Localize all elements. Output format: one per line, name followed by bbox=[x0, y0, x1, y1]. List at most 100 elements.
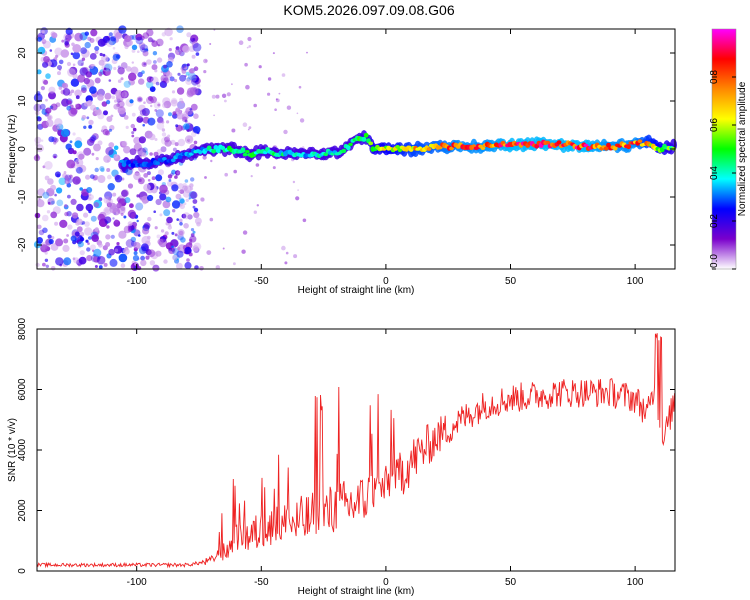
noise-blob bbox=[175, 193, 182, 200]
noise-blob bbox=[296, 112, 299, 115]
noise-blob bbox=[147, 179, 151, 182]
noise-blob bbox=[84, 41, 91, 49]
snr-ticks: -100 -50 0 50 100 0 2000 4000 6000 8000 bbox=[17, 317, 675, 588]
noise-blob bbox=[247, 36, 252, 42]
y-tick-label: -20 bbox=[17, 237, 28, 252]
noise-blob bbox=[62, 244, 70, 252]
noise-blob bbox=[108, 32, 113, 37]
noise-blob bbox=[145, 255, 150, 260]
noise-blob bbox=[113, 66, 117, 71]
noise-blob bbox=[156, 234, 161, 239]
noise-blob bbox=[186, 77, 191, 82]
noise-blob bbox=[272, 52, 275, 55]
noise-blob bbox=[117, 79, 122, 83]
noise-blob bbox=[97, 94, 104, 101]
noise-blob bbox=[203, 58, 208, 64]
signal-core bbox=[637, 139, 643, 143]
noise-blob bbox=[141, 243, 149, 252]
noise-blob bbox=[161, 120, 165, 124]
noise-blob bbox=[54, 118, 63, 127]
noise-blob bbox=[256, 204, 259, 207]
noise-blob bbox=[79, 250, 85, 256]
noise-blob bbox=[46, 210, 51, 214]
noise-blob bbox=[147, 235, 151, 240]
colorbar-tick-label: 0.2 bbox=[709, 214, 720, 228]
noise-blob bbox=[170, 247, 176, 252]
noise-blob bbox=[135, 36, 144, 45]
noise-blob bbox=[185, 71, 190, 76]
noise-blob bbox=[38, 197, 41, 201]
noise-blob bbox=[191, 77, 199, 86]
noise-blob bbox=[177, 72, 181, 76]
noise-blob bbox=[175, 124, 179, 128]
noise-blob bbox=[156, 122, 165, 130]
signal-core bbox=[545, 140, 551, 145]
noise-blob bbox=[167, 174, 173, 179]
noise-blob bbox=[43, 79, 49, 85]
noise-blob bbox=[99, 166, 105, 172]
noise-blob bbox=[71, 212, 79, 219]
noise-blob bbox=[193, 66, 199, 71]
noise-blob bbox=[35, 144, 44, 153]
noise-blob bbox=[176, 112, 184, 120]
noise-blob bbox=[135, 202, 144, 211]
noise-blob bbox=[117, 100, 125, 108]
noise-blob bbox=[204, 176, 207, 179]
y-tick-label: 8000 bbox=[17, 317, 28, 340]
signal-core bbox=[480, 146, 486, 150]
noise-blob bbox=[84, 227, 93, 236]
noise-blob bbox=[42, 191, 50, 199]
noise-blob bbox=[186, 63, 190, 67]
noise-blob bbox=[168, 223, 172, 227]
noise-blob bbox=[196, 221, 201, 227]
noise-blob bbox=[113, 154, 118, 159]
noise-blob bbox=[47, 201, 51, 205]
signal-core bbox=[211, 148, 217, 154]
noise-blob bbox=[189, 183, 194, 188]
noise-blob bbox=[48, 86, 56, 94]
noise-blob bbox=[178, 230, 184, 236]
noise-blob bbox=[62, 88, 71, 96]
noise-blob bbox=[142, 200, 147, 205]
noise-blob bbox=[37, 36, 42, 42]
noise-blob bbox=[185, 107, 194, 116]
noise-blob bbox=[127, 183, 134, 189]
noise-blob bbox=[147, 194, 154, 202]
noise-blob bbox=[155, 174, 163, 182]
noise-blob bbox=[100, 167, 105, 173]
noise-blob bbox=[175, 48, 182, 56]
noise-blob bbox=[137, 50, 140, 53]
noise-blob bbox=[210, 159, 213, 163]
noise-blob bbox=[76, 226, 83, 233]
noise-blob bbox=[36, 199, 45, 208]
noise-blob bbox=[75, 95, 80, 100]
noise-blob bbox=[93, 202, 100, 208]
noise-blob bbox=[146, 76, 154, 83]
colorbar: 0.0 0.2 0.4 0.6 0.8 Normalized spectral ampl… bbox=[709, 28, 748, 270]
noise-blob bbox=[45, 264, 49, 268]
noise-blob bbox=[128, 224, 135, 231]
noise-blob bbox=[105, 242, 111, 247]
noise-blob bbox=[185, 198, 189, 202]
noise-blob bbox=[55, 54, 59, 58]
noise-blob bbox=[77, 241, 84, 248]
noise-blob bbox=[176, 218, 179, 221]
noise-blob bbox=[163, 100, 172, 109]
noise-blob bbox=[94, 265, 98, 268]
noise-blob bbox=[131, 49, 136, 53]
noise-blob bbox=[250, 175, 253, 178]
noise-blob bbox=[42, 42, 45, 45]
noise-blob bbox=[97, 175, 106, 183]
noise-blob bbox=[281, 245, 286, 251]
noise-blob bbox=[190, 103, 198, 111]
noise-blob bbox=[206, 250, 212, 256]
noise-blob bbox=[177, 138, 186, 147]
noise-blob bbox=[183, 123, 190, 130]
noise-blob bbox=[179, 74, 187, 82]
noise-blob bbox=[112, 217, 115, 220]
noise-blob bbox=[169, 37, 173, 41]
noise-blob bbox=[89, 38, 95, 43]
noise-blob bbox=[84, 221, 90, 227]
noise-blob bbox=[213, 114, 215, 117]
noise-blob bbox=[127, 221, 133, 227]
